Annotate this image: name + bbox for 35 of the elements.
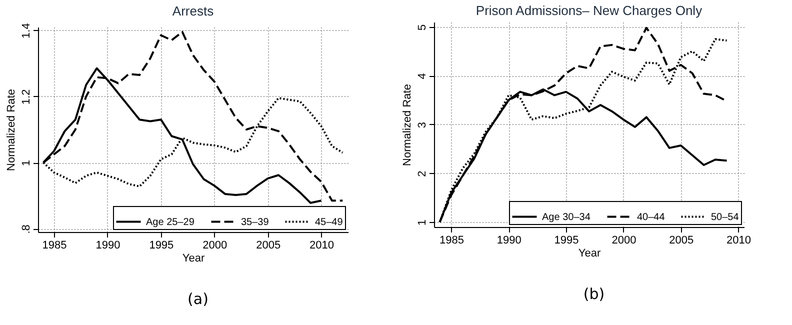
legend-label: 40–44	[637, 212, 666, 223]
y-tick-label: 1	[416, 220, 428, 226]
legend-label: 45–49	[315, 216, 344, 228]
y-tick-label: 1	[20, 160, 32, 166]
y-tick-label: 2	[416, 170, 428, 177]
x-tick-label: 2000	[202, 240, 228, 252]
x-tick-label: 1995	[554, 234, 579, 246]
legend-label: Age 30–34	[542, 212, 591, 223]
y-tick-label: 3	[416, 122, 428, 128]
legend-label: 35–39	[241, 216, 270, 228]
x-tick-label: 2010	[310, 240, 334, 252]
y-tick-label: .8	[20, 224, 32, 234]
y-axis-title: Normalized Rate	[6, 89, 18, 171]
legend-label: 50–54	[711, 212, 740, 223]
x-tick-label: 1990	[96, 240, 120, 252]
chart-title: Prison Admissions– New Charges Only	[476, 3, 703, 18]
y-tick-label: 1.4	[20, 23, 32, 38]
x-axis-title: Year	[578, 248, 601, 260]
text: (a)	[186, 290, 210, 308]
x-tick-label: 2005	[256, 240, 281, 252]
x-tick-label: 1995	[149, 240, 174, 252]
x-tick-label: 2000	[612, 234, 636, 246]
x-tick-label: 1990	[496, 234, 522, 246]
x-tick-label: 1985	[439, 234, 464, 246]
x-tick-label: 2005	[669, 234, 694, 246]
chart-title: Arrests	[172, 4, 214, 19]
legend-label: Age 25–29	[146, 216, 195, 228]
x-tick-label: 2010	[726, 234, 751, 246]
y-tick-label: 1.2	[20, 89, 32, 105]
y-tick-label: 5	[416, 24, 428, 30]
y-tick-label: 4	[416, 73, 428, 80]
text: (b)	[582, 285, 606, 303]
x-axis-title: Year	[182, 252, 205, 264]
y-axis-title: Normalized Rate	[402, 84, 414, 166]
x-tick-label: 1985	[42, 240, 67, 252]
